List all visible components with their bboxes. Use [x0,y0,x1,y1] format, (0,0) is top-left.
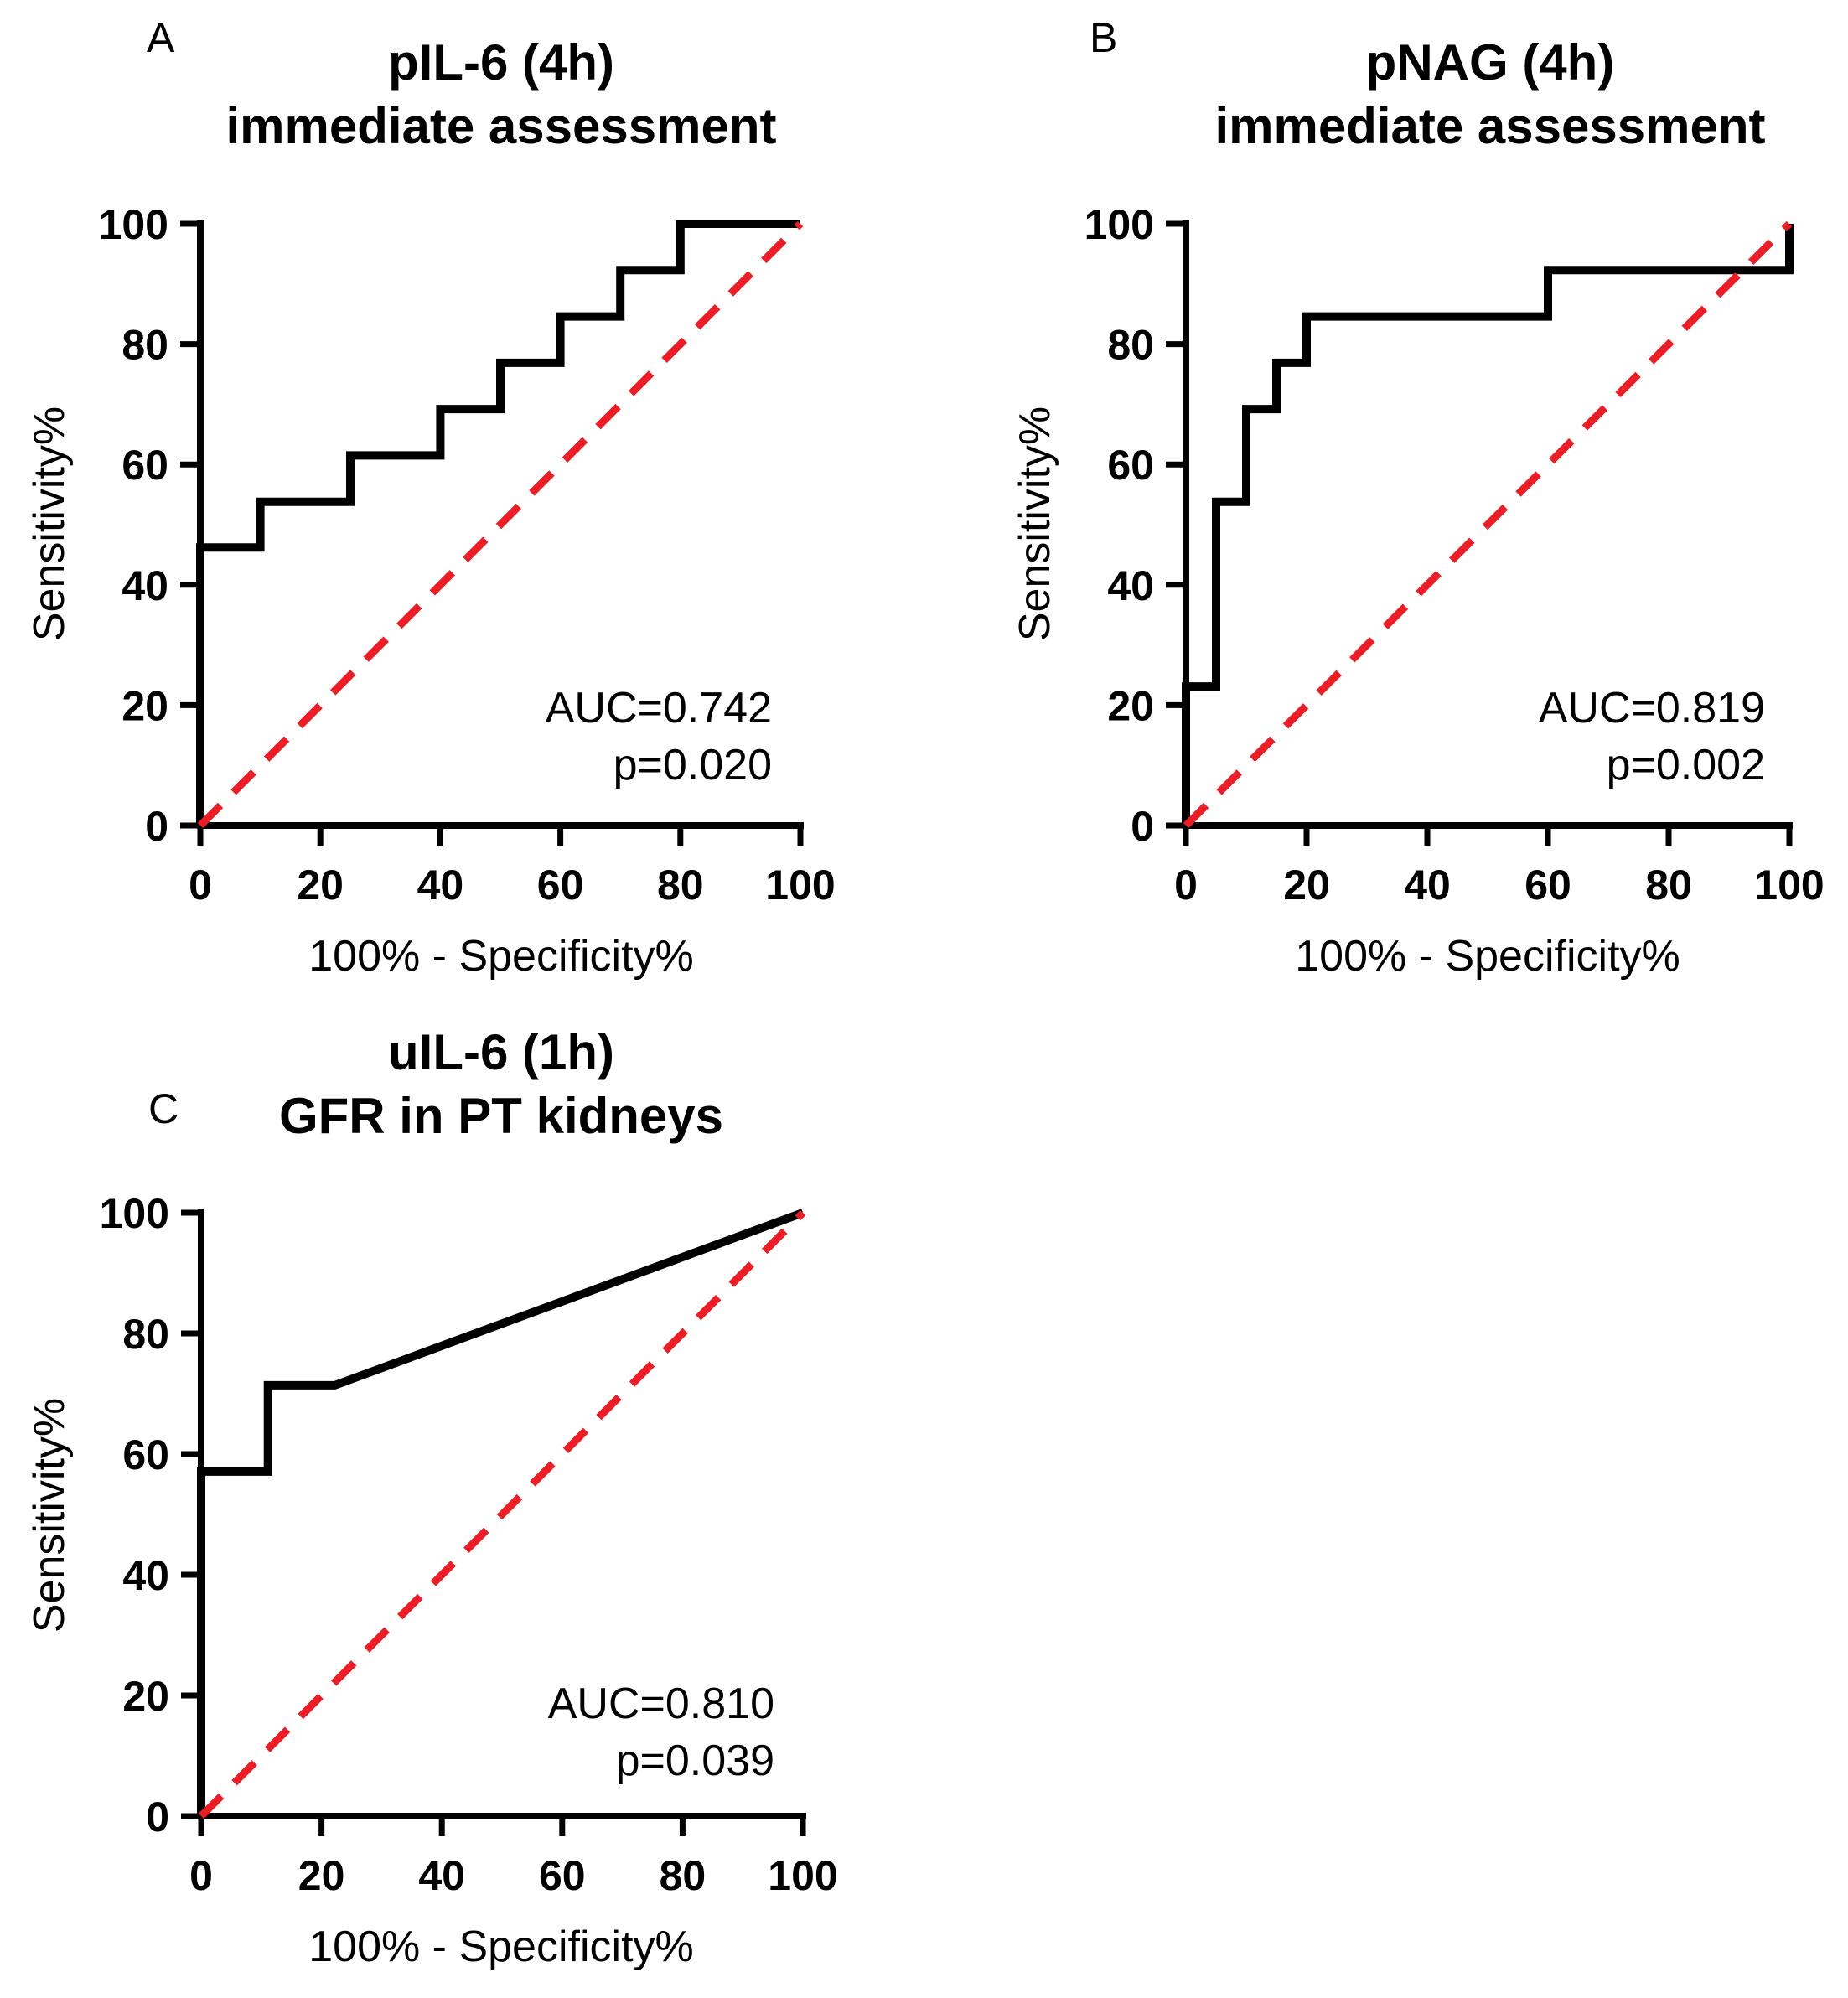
x-tick-label: 0 [1174,862,1198,908]
panel-letter: A [147,14,175,61]
y-tick-label: 20 [122,682,168,729]
panel-c: C uIL-6 (1h) GFR in PT kidneys Sensitivi… [25,1024,838,1971]
x-tick-label: 60 [1524,862,1571,908]
reference-line [198,1209,806,1819]
y-tick-label: 60 [122,442,168,489]
x-tick-label: 20 [298,1852,345,1899]
x-tick-label: 40 [417,862,464,908]
p-value-annotation: p=0.039 [616,1737,774,1785]
y-tick-label: 100 [99,201,168,248]
x-tick-label: 100 [765,862,835,908]
y-tick-label: 100 [1084,201,1154,248]
x-tick-label: 60 [537,862,584,908]
y-tick-label: 60 [122,1431,169,1478]
x-tick-label: 60 [539,1852,586,1899]
roc-curve [196,220,800,826]
auc-annotation: AUC=0.810 [548,1680,774,1728]
y-tick-label: 80 [122,1311,169,1358]
y-tick-label: 40 [122,562,168,609]
chart-title-line1: pNAG (4h) [1366,34,1615,91]
chart-title-line1: uIL-6 (1h) [388,1024,614,1080]
panel-letter: B [1090,14,1117,61]
x-tick-label: 40 [1404,862,1451,908]
auc-annotation: AUC=0.742 [546,684,772,732]
chart-title-line1: pIL-6 (4h) [388,34,614,91]
y-tick-label: 0 [146,1794,169,1840]
y-tick-label: 40 [1107,562,1154,609]
panel-a: A pIL-6 (4h) immediate assessment Sensit… [25,14,836,981]
x-tick-label: 40 [418,1852,465,1899]
y-tick-label: 60 [1107,442,1154,489]
x-tick-label: 80 [660,1852,707,1899]
x-tick-label: 80 [657,862,704,908]
x-axis-label: 100% - Specificity% [308,1923,694,1971]
y-tick-label: 80 [1107,322,1154,369]
y-tick-label: 0 [1131,803,1154,850]
x-tick-label: 80 [1645,862,1692,908]
reference-line [197,220,804,829]
y-tick-label: 100 [100,1190,169,1237]
p-value-annotation: p=0.002 [1607,741,1765,789]
y-tick-label: 0 [145,803,168,850]
x-tick-label: 20 [297,862,344,908]
x-tick-label: 20 [1283,862,1330,908]
auc-annotation: AUC=0.819 [1539,684,1765,732]
chart-title-line2: GFR in PT kidneys [279,1088,723,1144]
y-tick-label: 20 [1107,682,1154,729]
roc-curve [1182,224,1794,826]
chart-title-line2: immediate assessment [1214,98,1765,154]
reference-line [1183,220,1793,829]
x-axis-label: 100% - Specificity% [1295,932,1680,981]
p-value-annotation: p=0.020 [613,741,772,789]
x-tick-label: 0 [189,1852,213,1899]
y-axis-label: Sensitivity% [25,406,74,641]
panel-b: B pNAG (4h) immediate assessment Sensiti… [1011,14,1825,981]
y-tick-label: 20 [122,1673,169,1720]
y-axis-label: Sensitivity% [1011,406,1059,641]
x-tick-label: 0 [189,862,212,908]
roc-curve [197,1209,805,1816]
x-tick-label: 100 [1754,862,1824,908]
chart-title-line2: immediate assessment [225,98,776,154]
y-tick-label: 80 [122,322,168,369]
y-tick-label: 40 [122,1552,169,1599]
panel-letter: C [148,1085,179,1132]
x-axis-label: 100% - Specificity% [308,932,694,981]
x-tick-label: 100 [768,1852,837,1899]
y-axis-label: Sensitivity% [25,1398,74,1633]
